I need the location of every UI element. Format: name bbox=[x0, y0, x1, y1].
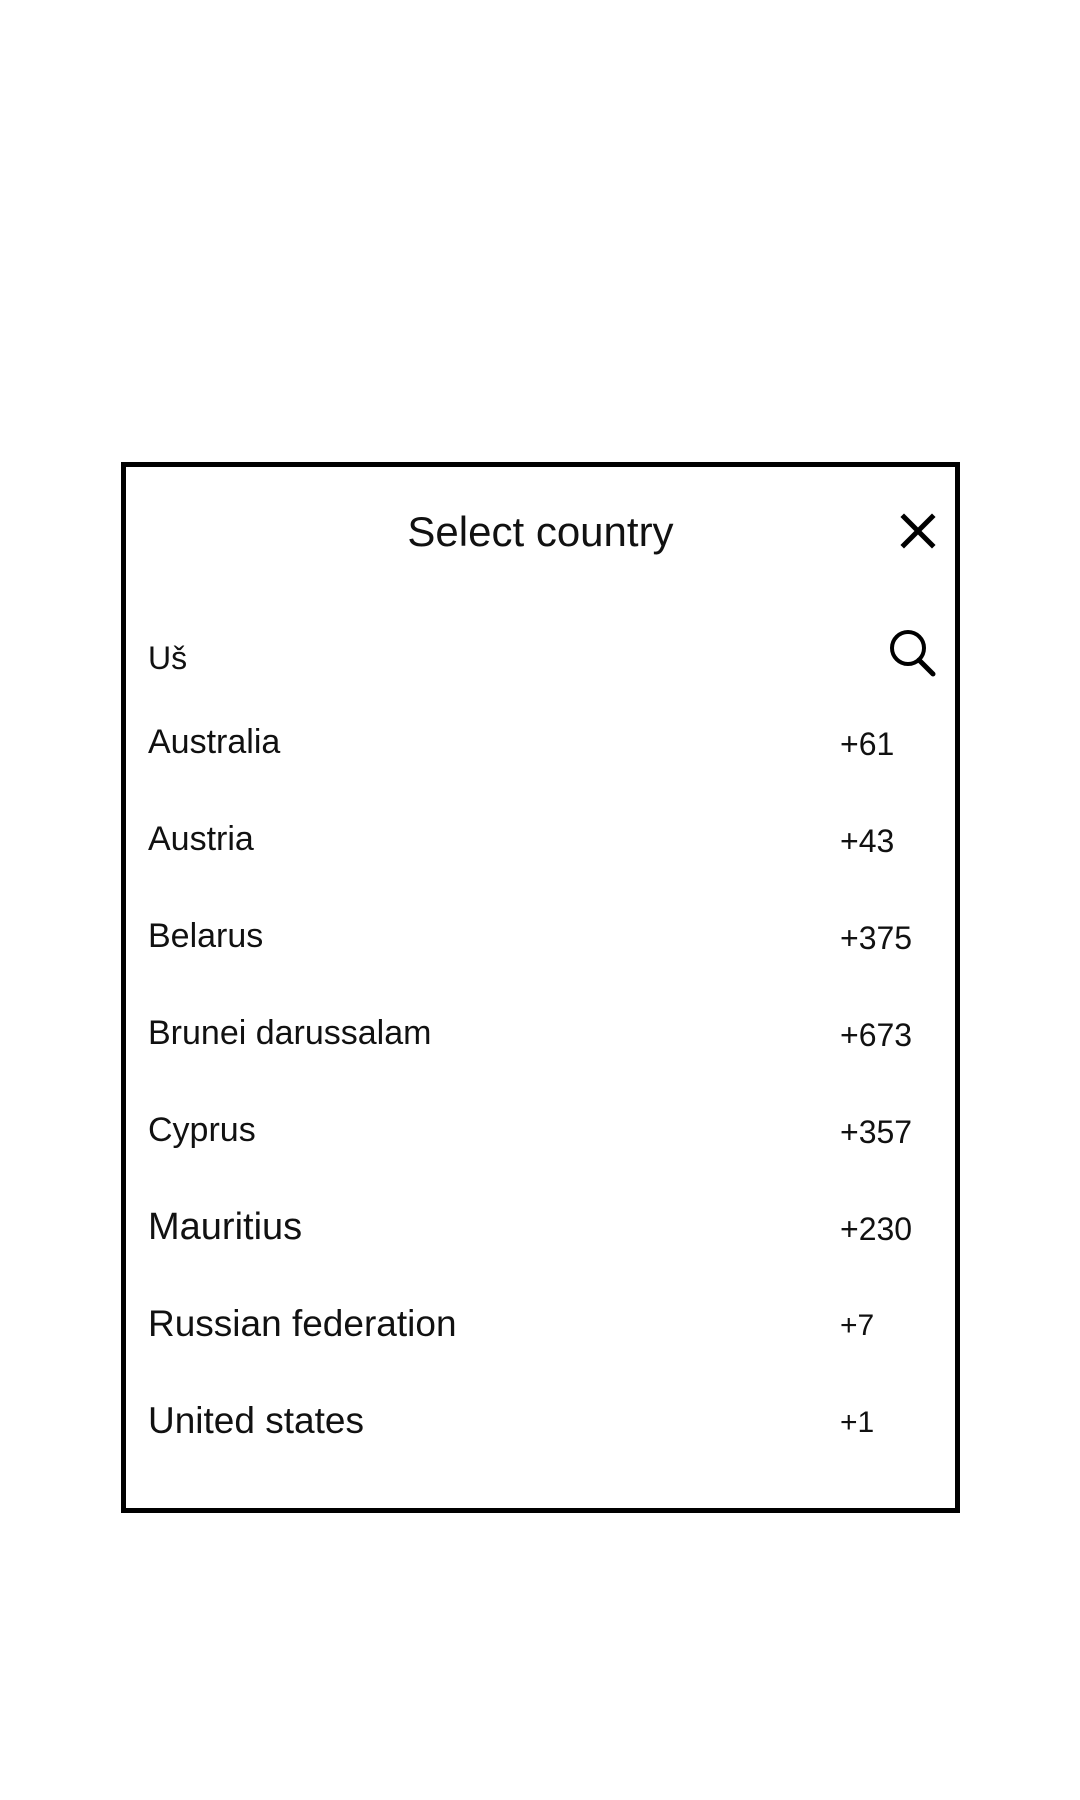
country-code: +230 bbox=[840, 1211, 913, 1247]
country-row-australia[interactable]: Australia +61 bbox=[126, 717, 955, 814]
close-button[interactable] bbox=[896, 509, 940, 553]
country-name: Cyprus bbox=[148, 1111, 256, 1149]
search-row bbox=[126, 627, 955, 687]
country-code: +375 bbox=[840, 920, 913, 956]
select-country-dialog: Select country Australia +61 Austria +43… bbox=[121, 462, 960, 1513]
country-name: Russian federation bbox=[148, 1303, 457, 1344]
country-name: United states bbox=[148, 1400, 364, 1441]
country-row-brunei[interactable]: Brunei darussalam +673 bbox=[126, 1008, 955, 1105]
country-row-belarus[interactable]: Belarus +375 bbox=[126, 911, 955, 1008]
search-button[interactable] bbox=[886, 627, 938, 679]
close-icon bbox=[900, 513, 936, 549]
country-name: Australia bbox=[148, 723, 281, 761]
country-row-mauritius[interactable]: Mauritius +230 bbox=[126, 1202, 955, 1299]
country-row-united-states[interactable]: United states +1 bbox=[126, 1396, 955, 1493]
country-list: Australia +61 Austria +43 Belarus +375 B… bbox=[126, 717, 955, 1493]
country-row-cyprus[interactable]: Cyprus +357 bbox=[126, 1105, 955, 1202]
country-code: +61 bbox=[840, 726, 895, 762]
country-code: +43 bbox=[840, 823, 895, 859]
country-name: Brunei darussalam bbox=[148, 1014, 432, 1052]
country-code: +357 bbox=[840, 1114, 913, 1150]
country-code: +7 bbox=[840, 1309, 875, 1342]
dialog-title: Select country bbox=[407, 508, 674, 555]
search-input[interactable] bbox=[148, 635, 748, 681]
country-name: Mauritius bbox=[148, 1206, 303, 1248]
country-name: Austria bbox=[148, 820, 254, 858]
search-icon bbox=[890, 630, 936, 677]
country-name: Belarus bbox=[148, 917, 264, 955]
country-row-austria[interactable]: Austria +43 bbox=[126, 814, 955, 911]
country-row-russian-federation[interactable]: Russian federation +7 bbox=[126, 1299, 955, 1396]
country-code: +1 bbox=[840, 1406, 875, 1439]
country-code: +673 bbox=[840, 1017, 913, 1053]
